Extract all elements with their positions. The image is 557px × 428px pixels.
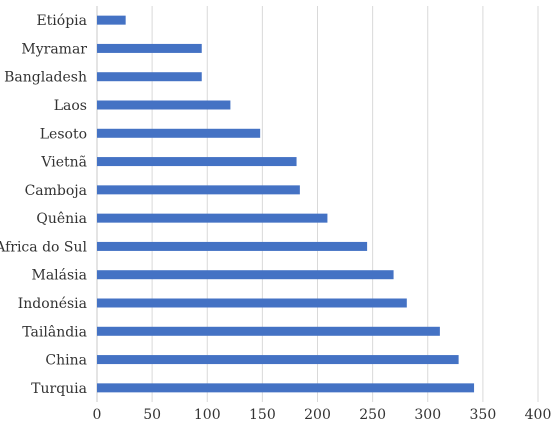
bar-3 <box>97 100 231 110</box>
x-tick-label: 350 <box>470 407 497 423</box>
category-label: Turquia <box>31 381 87 397</box>
x-tick-label: 200 <box>304 407 331 423</box>
x-tick-labels: 0 50 100 150 200 250 300 350 400 <box>93 407 552 423</box>
category-label: Tailândia <box>22 324 87 340</box>
category-labels: Etiópia Myramar Bangladesh Laos Lesoto Vietnã… <box>0 13 88 397</box>
x-tick-label: 0 <box>93 407 102 423</box>
category-label: Quênia <box>36 211 87 227</box>
bar-8 <box>97 241 368 251</box>
category-label: Malásia <box>31 268 87 284</box>
bar-13 <box>97 383 475 393</box>
bar-9 <box>97 270 394 280</box>
category-label: Lesoto <box>40 126 87 142</box>
gridlines <box>96 6 539 402</box>
category-label: Myramar <box>21 41 87 57</box>
bar-10 <box>97 298 407 308</box>
x-tick-label: 400 <box>525 407 552 423</box>
category-label: Laos <box>54 98 87 114</box>
bar-2 <box>97 72 202 82</box>
bar-1 <box>97 43 202 53</box>
x-tick-label: 300 <box>414 407 441 423</box>
category-label: Africa do Sul <box>0 239 88 255</box>
category-label: Camboja <box>25 183 87 199</box>
bar-0 <box>97 15 126 25</box>
category-label: Bangladesh <box>4 70 87 86</box>
bar-4 <box>97 128 261 138</box>
x-tick-label: 150 <box>249 407 276 423</box>
bar-5 <box>97 157 297 167</box>
category-label: Etiópia <box>36 13 87 29</box>
bar-7 <box>97 213 328 223</box>
bar-11 <box>97 326 440 336</box>
x-tick-label: 50 <box>143 407 161 423</box>
category-label: Vietnã <box>40 155 87 171</box>
x-tick-label: 100 <box>194 407 221 423</box>
x-tick-label: 250 <box>359 407 386 423</box>
bars <box>97 15 475 393</box>
category-label: Indonésia <box>18 296 87 312</box>
category-label: China <box>45 353 87 369</box>
bar-6 <box>97 185 300 195</box>
bar-12 <box>97 355 459 365</box>
